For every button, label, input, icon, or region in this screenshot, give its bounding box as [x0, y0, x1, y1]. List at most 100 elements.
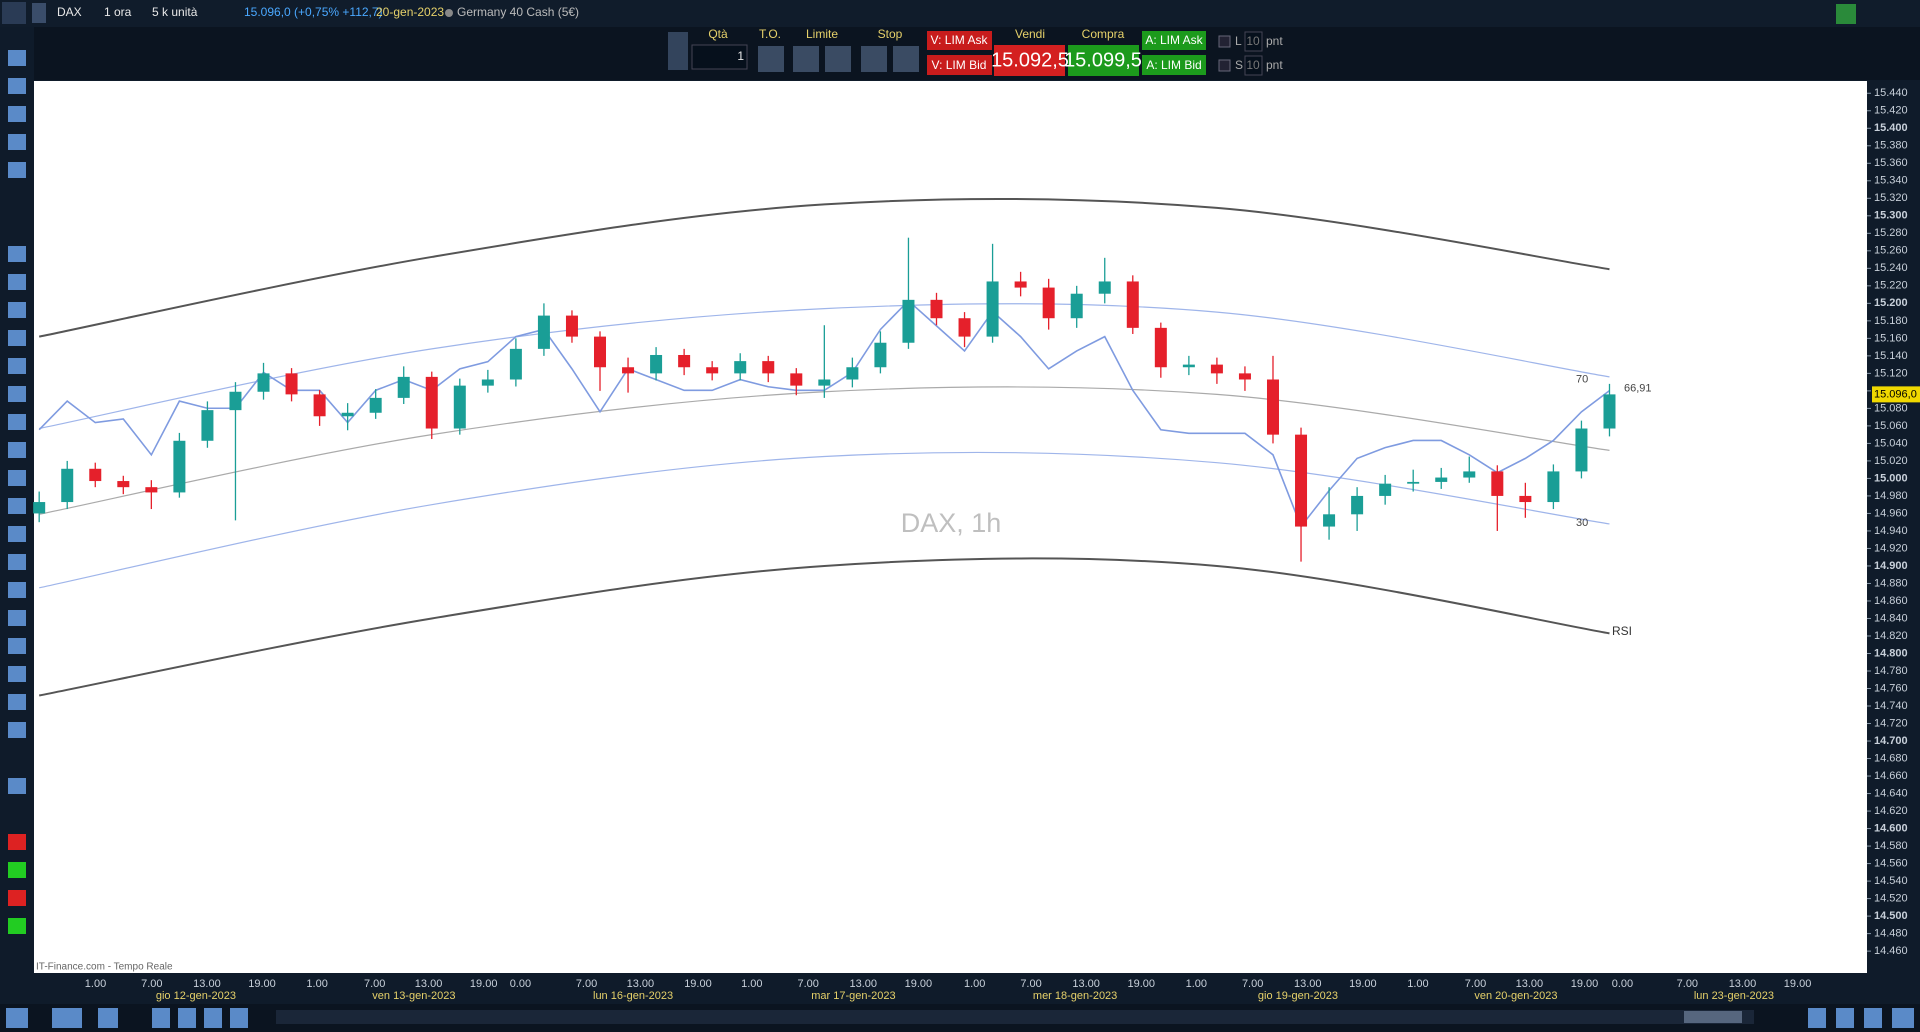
button[interactable]: [152, 1008, 170, 1028]
candle-body: [173, 440, 186, 493]
tool[interactable]: [8, 302, 26, 318]
tool[interactable]: [8, 554, 26, 570]
stop-button[interactable]: [861, 46, 887, 72]
x-tick-label: 7.00: [1242, 978, 1263, 990]
tool[interactable]: [8, 470, 26, 486]
candle-body: [762, 361, 775, 374]
tool[interactable]: [8, 330, 26, 346]
scroll-thumb[interactable]: [1684, 1011, 1742, 1023]
tool[interactable]: [8, 638, 26, 654]
stop-button[interactable]: [893, 46, 919, 72]
tool[interactable]: [8, 386, 26, 402]
sell-ask[interactable]: V: LIM Ask: [931, 33, 989, 47]
limit-button[interactable]: [825, 46, 851, 72]
button[interactable]: [178, 1008, 196, 1028]
y-tick-label: 15.400: [1874, 122, 1908, 134]
button[interactable]: [204, 1008, 222, 1028]
sell-ask-button[interactable]: [927, 31, 992, 50]
candle-body: [1238, 373, 1251, 380]
y-tick-label: 15.380: [1874, 140, 1908, 152]
tool[interactable]: [8, 862, 26, 878]
sell-bid-button[interactable]: [927, 55, 992, 75]
tool-icon[interactable]: [668, 32, 688, 70]
x-tick-label: 13.00: [1729, 978, 1757, 990]
y-tick-label: 15.320: [1874, 192, 1908, 204]
tool[interactable]: [8, 414, 26, 430]
refresh-icon[interactable]: [1836, 4, 1856, 24]
tool[interactable]: [8, 834, 26, 850]
tool[interactable]: [8, 890, 26, 906]
candle-body: [1575, 428, 1588, 472]
buy-label: Compra: [1082, 27, 1125, 41]
checkbox[interactable]: [1218, 35, 1231, 48]
buy-ask[interactable]: A: LIM Ask: [1145, 33, 1203, 47]
tool[interactable]: [8, 246, 26, 262]
sell-label: Vendi: [1015, 27, 1045, 41]
candle-body: [958, 318, 971, 337]
button[interactable]: [1836, 1008, 1854, 1028]
candle-body: [1407, 481, 1420, 484]
button[interactable]: [98, 1008, 118, 1028]
tool[interactable]: [8, 50, 26, 66]
qty-input[interactable]: [691, 44, 748, 70]
tool[interactable]: [8, 442, 26, 458]
buy-bid[interactable]: A: LIM Bid: [1146, 58, 1201, 72]
y-tick-label: 14.840: [1874, 612, 1908, 624]
l-input[interactable]: [1244, 31, 1263, 52]
tool[interactable]: [8, 78, 26, 94]
s-input[interactable]: [1244, 55, 1263, 76]
candle-body: [1266, 379, 1279, 435]
tool[interactable]: [8, 162, 26, 178]
tool[interactable]: [8, 918, 26, 934]
x-date-label: gio 12-gen-2023: [156, 990, 236, 1002]
button[interactable]: [1808, 1008, 1826, 1028]
checkbox[interactable]: [1218, 59, 1231, 72]
buy-button[interactable]: [1068, 45, 1139, 76]
tool[interactable]: [8, 778, 26, 794]
tool[interactable]: [8, 610, 26, 626]
s-value[interactable]: 10: [1246, 58, 1260, 72]
x-tick-label: 19.00: [684, 978, 712, 990]
candle-body: [453, 385, 466, 429]
sell-button[interactable]: [994, 45, 1065, 76]
candle-body: [1295, 434, 1308, 527]
source: IT-Finance.com - Tempo Reale: [36, 962, 173, 973]
button[interactable]: [230, 1008, 248, 1028]
timeframe[interactable]: 1 ora: [104, 5, 132, 19]
size[interactable]: 5 k unità: [152, 5, 198, 19]
tool[interactable]: [8, 582, 26, 598]
y-tick-label: 14.540: [1874, 875, 1908, 887]
tool[interactable]: [8, 498, 26, 514]
tool[interactable]: [8, 274, 26, 290]
sell-bid[interactable]: V: LIM Bid: [932, 58, 987, 72]
buy-price[interactable]: 15.099,5: [1064, 49, 1142, 71]
qty-value[interactable]: 1: [737, 49, 744, 63]
tool[interactable]: [8, 106, 26, 122]
candle-body: [1014, 281, 1027, 288]
l-value[interactable]: 10: [1246, 34, 1260, 48]
limit-button[interactable]: [793, 46, 819, 72]
button[interactable]: [1864, 1008, 1882, 1028]
to-label: T.O.: [759, 27, 781, 41]
button[interactable]: [6, 1008, 28, 1028]
tool[interactable]: [8, 694, 26, 710]
scrollbar[interactable]: [276, 1010, 1754, 1024]
sell-price[interactable]: 15.092,5: [991, 49, 1069, 71]
button[interactable]: [1892, 1008, 1914, 1028]
status-dot: [445, 9, 453, 17]
candle-body: [369, 397, 382, 413]
button[interactable]: [52, 1008, 82, 1028]
tool[interactable]: [8, 134, 26, 150]
tool[interactable]: [8, 526, 26, 542]
symbol[interactable]: DAX: [57, 5, 82, 19]
buy-bid-button[interactable]: [1142, 55, 1206, 75]
y-tick-label: 14.520: [1874, 892, 1908, 904]
x-tick-label: 7.00: [364, 978, 385, 990]
y-tick-label: 15.300: [1874, 210, 1908, 222]
tool[interactable]: [8, 666, 26, 682]
tool[interactable]: [8, 722, 26, 738]
tool[interactable]: [8, 358, 26, 374]
to-button[interactable]: [758, 46, 784, 72]
buy-ask-button[interactable]: [1142, 31, 1206, 50]
